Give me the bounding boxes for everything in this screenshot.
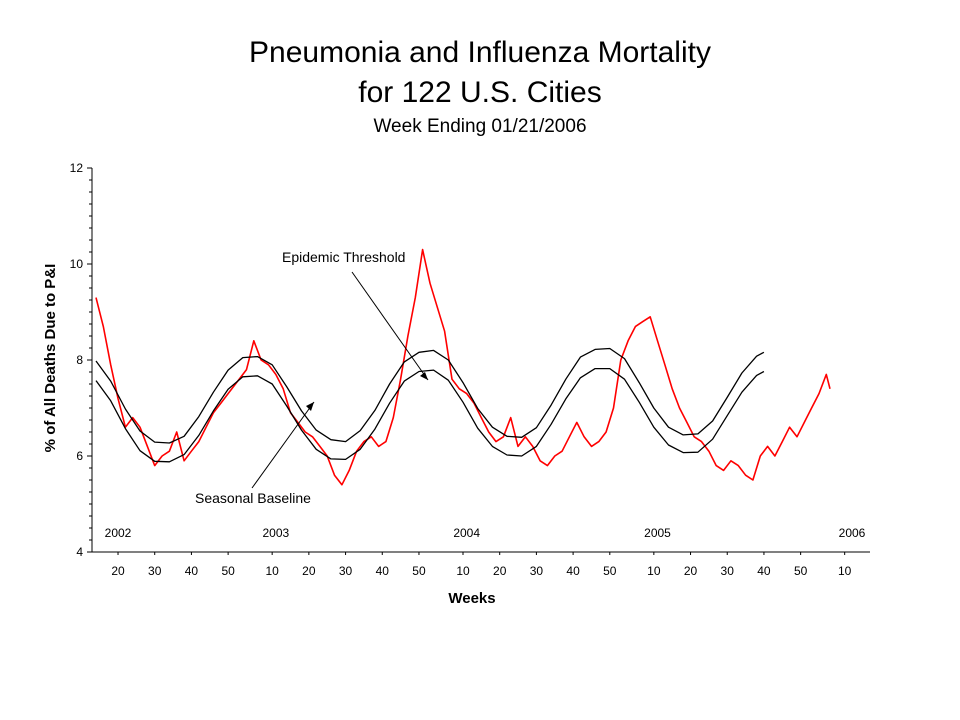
x-tick-label: 10: [838, 564, 852, 578]
x-tick-label: 20: [493, 564, 507, 578]
chart-subtitle: for 122 U.S. Cities: [358, 76, 602, 109]
epidemic-threshold-arrow: [351, 271, 429, 381]
x-tick-label: 20: [684, 564, 698, 578]
seasonal-baseline-line: [95, 367, 765, 463]
x-tick-label: 20: [302, 564, 316, 578]
epidemic-threshold-label: Epidemic Threshold: [282, 249, 405, 265]
epidemic-threshold-line: [95, 347, 765, 444]
x-tick-label: 40: [185, 564, 199, 578]
x-tick-label: 30: [721, 564, 735, 578]
y-tick-label: 8: [76, 353, 83, 367]
y-ticks: 4 6 8 10 12: [70, 161, 92, 559]
pi-mortality-line: [95, 248, 831, 486]
y-tick-label: 10: [70, 257, 84, 271]
x-tick-label: 50: [412, 564, 426, 578]
seasonal-baseline-arrowhead: [306, 402, 314, 411]
x-tick-label: 50: [221, 564, 235, 578]
y-tick-label: 12: [70, 161, 84, 175]
seasonal-baseline-label: Seasonal Baseline: [195, 490, 311, 506]
x-tick-label: 10: [647, 564, 661, 578]
x-tick-label: 40: [566, 564, 580, 578]
epidemic-threshold-arrowhead: [420, 372, 428, 380]
y-tick-label: 6: [76, 449, 83, 463]
seasonal-baseline-arrow: [251, 401, 315, 489]
x-tick-label: 30: [339, 564, 353, 578]
year-label: 2006: [839, 526, 866, 540]
x-ticks: 20 30 40 50 10 20 30 40 50 10 20 30 40 50 10 20 30 40 50 10…: [105, 526, 866, 578]
x-tick-label: 40: [376, 564, 390, 578]
x-tick-label: 30: [530, 564, 544, 578]
x-tick-label: 50: [603, 564, 617, 578]
x-tick-label: 30: [148, 564, 162, 578]
chart-date: Week Ending 01/21/2006: [373, 116, 587, 137]
y-axis-label: % of All Deaths Due to P&I: [42, 264, 59, 453]
year-label: 2004: [453, 526, 480, 540]
x-tick-label: 20: [111, 564, 125, 578]
year-label: 2005: [644, 526, 671, 540]
x-tick-label: 10: [456, 564, 470, 578]
year-label: 2002: [105, 526, 132, 540]
x-tick-label: 10: [265, 564, 279, 578]
series-layer: [95, 248, 831, 486]
x-axis-label: Weeks: [448, 590, 495, 607]
x-tick-label: 50: [794, 564, 808, 578]
x-tick-label: 40: [757, 564, 771, 578]
year-label: 2003: [262, 526, 289, 540]
y-tick-label: 4: [76, 545, 83, 559]
chart-title: Pneumonia and Influenza Mortality: [249, 36, 711, 69]
